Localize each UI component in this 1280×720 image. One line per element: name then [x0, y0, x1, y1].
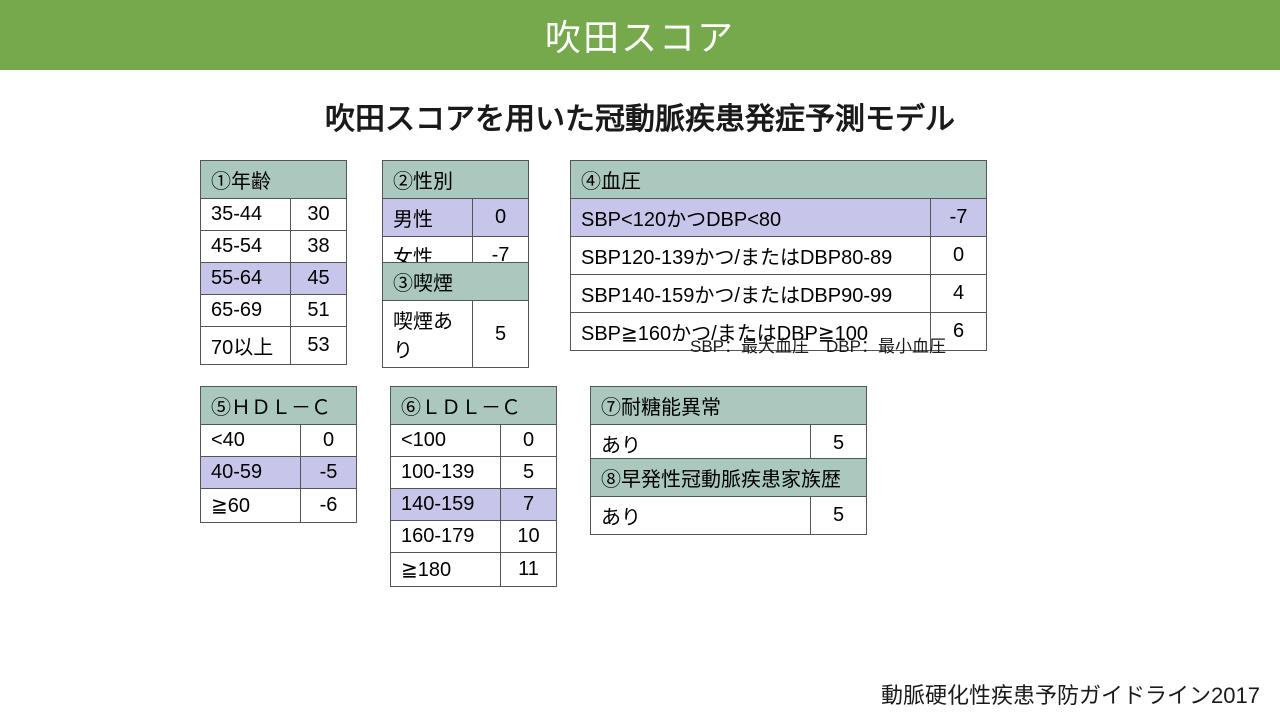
row-value: 0: [501, 425, 557, 457]
table-row: 喫煙あり5: [383, 301, 529, 368]
row-label: SBP140-159かつ/またはDBP90-99: [571, 275, 931, 313]
row-value: -6: [301, 489, 357, 523]
row-value: 38: [291, 231, 347, 263]
row-value: 53: [291, 327, 347, 365]
table-header: ⑥ＬＤＬ－Ｃ: [391, 387, 557, 425]
row-value: 7: [501, 489, 557, 521]
row-value: 0: [931, 237, 987, 275]
footer-citation: 動脈硬化性疾患予防ガイドライン2017: [881, 678, 1260, 710]
table-row: 140-1597: [391, 489, 557, 521]
row-value: 51: [291, 295, 347, 327]
row-label: 45-54: [201, 231, 291, 263]
row-value: 5: [501, 457, 557, 489]
bp-note: SBP：最大血圧 DBP：最小血圧: [690, 332, 946, 357]
row-label: SBP<120かつDBP<80: [571, 199, 931, 237]
subtitle: 吹田スコアを用いた冠動脈疾患発症予測モデル: [0, 94, 1280, 138]
row-value: 0: [473, 199, 529, 237]
row-label: 40-59: [201, 457, 301, 489]
row-value: 11: [501, 553, 557, 587]
table-row: SBP120-139かつ/またはDBP80-890: [571, 237, 987, 275]
row-label: 喫煙あり: [383, 301, 473, 368]
row-label: あり: [591, 497, 811, 535]
row-value: 0: [301, 425, 357, 457]
table-header: ⑤ＨＤＬ－Ｃ: [201, 387, 357, 425]
row-label: 70以上: [201, 327, 291, 365]
tables-region: ①年齢35-443045-543855-644565-695170以上53②性別…: [0, 160, 1280, 680]
row-label: あり: [591, 425, 811, 463]
row-value: 5: [811, 497, 867, 535]
row-value: 10: [501, 521, 557, 553]
row-value: 45: [291, 263, 347, 295]
table-row: ≧18011: [391, 553, 557, 587]
row-label: 140-159: [391, 489, 501, 521]
row-value: 5: [811, 425, 867, 463]
row-value: -5: [301, 457, 357, 489]
table-row: SBP<120かつDBP<80-7: [571, 199, 987, 237]
table-row: 160-17910: [391, 521, 557, 553]
table-ldl: ⑥ＬＤＬ－Ｃ<1000100-1395140-1597160-17910≧180…: [390, 386, 557, 587]
table-row: 100-1395: [391, 457, 557, 489]
table-row: 55-6445: [201, 263, 347, 295]
table-header: ①年齢: [201, 161, 347, 199]
row-label: 55-64: [201, 263, 291, 295]
row-label: SBP120-139かつ/またはDBP80-89: [571, 237, 931, 275]
banner-title: 吹田スコア: [545, 9, 735, 61]
table-header: ②性別: [383, 161, 529, 199]
row-label: 100-139: [391, 457, 501, 489]
table-age: ①年齢35-443045-543855-644565-695170以上53: [200, 160, 347, 365]
row-value: 5: [473, 301, 529, 368]
table-bp: ④血圧SBP<120かつDBP<80-7SBP120-139かつ/またはDBP8…: [570, 160, 987, 351]
row-label: <40: [201, 425, 301, 457]
table-row: 45-5438: [201, 231, 347, 263]
row-label: 男性: [383, 199, 473, 237]
table-family: ⑧早発性冠動脈疾患家族歴あり5: [590, 458, 867, 535]
table-row: 40-59-5: [201, 457, 357, 489]
row-label: <100: [391, 425, 501, 457]
table-row: あり5: [591, 425, 867, 463]
table-header: ⑦耐糖能異常: [591, 387, 867, 425]
table-row: 35-4430: [201, 199, 347, 231]
table-header: ③喫煙: [383, 263, 529, 301]
banner: 吹田スコア: [0, 0, 1280, 70]
row-label: 160-179: [391, 521, 501, 553]
table-smoke: ③喫煙喫煙あり5: [382, 262, 529, 368]
table-sex: ②性別男性0女性-7: [382, 160, 529, 275]
table-row: <400: [201, 425, 357, 457]
table-row: 70以上53: [201, 327, 347, 365]
row-value: -7: [931, 199, 987, 237]
table-row: 男性0: [383, 199, 529, 237]
row-label: ≧60: [201, 489, 301, 523]
row-label: 35-44: [201, 199, 291, 231]
row-value: 4: [931, 275, 987, 313]
table-header: ④血圧: [571, 161, 987, 199]
table-hdl: ⑤ＨＤＬ－Ｃ<40040-59-5≧60-6: [200, 386, 357, 523]
row-label: 65-69: [201, 295, 291, 327]
table-row: <1000: [391, 425, 557, 457]
table-row: SBP140-159かつ/またはDBP90-994: [571, 275, 987, 313]
row-label: ≧180: [391, 553, 501, 587]
table-row: 65-6951: [201, 295, 347, 327]
table-glucose: ⑦耐糖能異常あり5: [590, 386, 867, 463]
table-row: あり5: [591, 497, 867, 535]
table-header: ⑧早発性冠動脈疾患家族歴: [591, 459, 867, 497]
row-value: 30: [291, 199, 347, 231]
table-row: ≧60-6: [201, 489, 357, 523]
